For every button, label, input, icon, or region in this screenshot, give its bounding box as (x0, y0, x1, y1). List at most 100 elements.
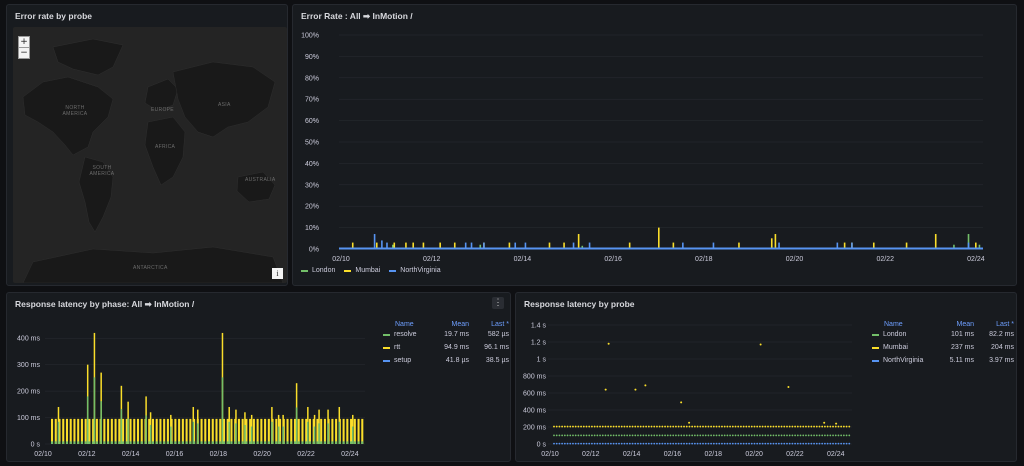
col-last-header[interactable]: Last * (491, 321, 509, 328)
point-london (631, 434, 634, 437)
point-northvirginia (647, 442, 650, 445)
point-mumbai (615, 425, 618, 428)
point-mumbai (664, 425, 666, 428)
point-outlier-mumbai (607, 342, 610, 345)
x-tick-label: 02/24 (341, 451, 359, 458)
point-london (718, 434, 721, 437)
legend-row-london[interactable]: London 101 ms 82.2 ms (872, 328, 1014, 341)
col-name-header[interactable]: Name (884, 321, 903, 328)
bar-rtt (77, 418, 80, 444)
point-london (666, 434, 669, 437)
point-london (821, 434, 824, 437)
map-label-north-america: NORTH AMERICA (62, 105, 88, 117)
point-london (837, 434, 840, 437)
legend-row-mumbai[interactable]: Mumbai 237 ms 204 ms (872, 341, 1014, 354)
bar-northvirginia (524, 242, 527, 249)
bar-resolve (245, 441, 248, 444)
col-last-header[interactable]: Last * (996, 321, 1014, 328)
bar-rtt (323, 418, 326, 444)
y-tick-label: 0 s (31, 442, 41, 449)
legend-item-northvirginia[interactable]: NorthVirginia (389, 267, 441, 274)
legend-row-setup[interactable]: setup 41.8 µs 38.5 µs (383, 354, 509, 367)
point-mumbai (628, 425, 631, 428)
bar-resolve (297, 441, 300, 444)
bar-resolve (279, 441, 282, 444)
bar-rtt (129, 418, 132, 444)
bar-rtt (125, 418, 128, 444)
point-northvirginia (683, 442, 685, 445)
point-london (707, 434, 710, 437)
point-northvirginia (588, 442, 591, 445)
point-northvirginia (558, 442, 561, 445)
point-mumbai (740, 425, 742, 428)
x-tick-label: 02/18 (210, 451, 228, 458)
legend-row-rtt[interactable]: rtt 94.9 ms 96.1 ms (383, 341, 509, 354)
point-northvirginia (718, 442, 721, 445)
bar-resolve (211, 441, 214, 444)
bar-resolve (155, 441, 158, 444)
legend-item-london[interactable]: London (301, 267, 335, 274)
y-tick-label: 80% (305, 75, 319, 82)
col-name-header[interactable]: Name (395, 321, 414, 328)
x-tick-label: 02/12 (78, 451, 96, 458)
bar-rtt (58, 418, 61, 444)
bar-resolve (305, 441, 308, 444)
point-mumbai (791, 425, 794, 428)
point-mumbai (604, 425, 607, 428)
probe-latency-chart[interactable]: 0 s 200 ms 400 ms 600 ms 800 ms 1 s 1.2 s 1.4 s… (516, 315, 861, 462)
point-mumbai (699, 425, 702, 428)
point-london (796, 434, 799, 437)
bar-mumbai (563, 242, 565, 249)
point-mumbai (561, 425, 564, 428)
point-mumbai (748, 425, 750, 428)
point-northvirginia (761, 442, 764, 445)
point-london (612, 434, 615, 437)
col-mean-header[interactable]: Mean (956, 321, 974, 328)
bar-resolve (222, 441, 226, 444)
bar-rtt (350, 418, 353, 444)
legend-row-northvirginia[interactable]: NorthVirginia 5.11 ms 3.97 ms (872, 354, 1014, 367)
point-london (772, 434, 775, 437)
bar-resolve (350, 441, 353, 444)
point-london (780, 434, 783, 437)
panel-menu-button[interactable]: ⋮ (492, 297, 504, 309)
bar-resolve (189, 441, 192, 444)
bar-resolve (301, 441, 304, 444)
point-mumbai (580, 425, 582, 428)
y-tick-label: 30% (305, 182, 319, 189)
y-tick-label: 1 s (537, 357, 547, 364)
bar-resolve (103, 441, 106, 444)
point-northvirginia (555, 442, 558, 445)
bar-northvirginia (836, 242, 839, 249)
point-london (656, 434, 658, 437)
y-tick-label: 1.4 s (531, 323, 547, 330)
phase-latency-chart[interactable]: 0 s 100 ms 200 ms 300 ms 400 ms 02/10 02/12 02/… (7, 315, 377, 462)
point-london (734, 434, 737, 437)
point-mumbai (656, 425, 658, 428)
point-london (607, 434, 610, 437)
point-northvirginia (815, 442, 818, 445)
point-mumbai (723, 425, 726, 428)
map-info-button[interactable]: i (272, 268, 283, 279)
legend-row-resolve[interactable]: resolve 19.7 ms 582 µs (383, 328, 509, 341)
bar-rtt (215, 418, 218, 444)
point-northvirginia (772, 442, 775, 445)
point-outlier-mumbai (644, 384, 647, 387)
x-tick-label: 02/14 (623, 451, 641, 458)
y-tick-label: 70% (305, 97, 319, 104)
point-london (834, 434, 837, 437)
bar-resolve-spike (318, 423, 320, 444)
world-map[interactable]: + − NORTH AMERICA EUROPE ASIA AFRICA SOU… (13, 27, 287, 283)
point-london (842, 434, 845, 437)
point-london (810, 434, 813, 437)
point-london (791, 434, 794, 437)
error-rate-chart[interactable]: 0% 10% 20% 30% 40% 50% 60% 70% 80% 90% 100% 02/10 02… (293, 27, 1016, 272)
point-northvirginia (604, 442, 607, 445)
col-mean-header[interactable]: Mean (451, 321, 469, 328)
bar-rtt (151, 418, 154, 444)
bar-resolve-spike (228, 421, 230, 444)
bar-resolve (92, 441, 95, 444)
legend-item-mumbai[interactable]: Mumbai (344, 267, 380, 274)
bar-resolve-spike (145, 415, 147, 444)
zoom-out-button[interactable]: − (18, 47, 30, 59)
